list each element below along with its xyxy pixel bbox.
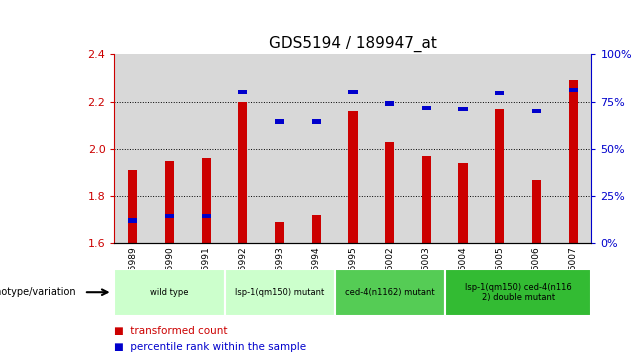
Bar — [335, 269, 445, 316]
Bar — [532, 179, 541, 243]
Bar — [238, 90, 247, 94]
Bar — [312, 119, 321, 123]
Bar — [459, 107, 467, 111]
Bar — [165, 160, 174, 243]
Bar — [275, 119, 284, 123]
Bar — [495, 109, 504, 243]
Bar — [445, 54, 481, 243]
Bar — [225, 54, 261, 243]
Bar — [569, 80, 577, 243]
Bar — [114, 54, 151, 243]
Bar — [275, 222, 284, 243]
Bar — [445, 269, 591, 316]
Bar — [128, 219, 137, 223]
Bar — [312, 215, 321, 243]
Bar — [532, 109, 541, 113]
Bar — [569, 88, 577, 93]
Bar — [114, 269, 225, 316]
Bar — [422, 106, 431, 110]
Bar — [335, 54, 371, 243]
Bar — [202, 214, 211, 218]
Bar — [385, 142, 394, 243]
Title: GDS5194 / 189947_at: GDS5194 / 189947_at — [269, 36, 437, 52]
Bar — [165, 214, 174, 218]
Text: wild type: wild type — [150, 288, 189, 297]
Bar — [238, 102, 247, 243]
Bar — [151, 54, 188, 243]
Bar — [481, 54, 518, 243]
Bar — [349, 90, 357, 94]
Bar — [128, 170, 137, 243]
Bar — [518, 54, 555, 243]
Text: genotype/variation: genotype/variation — [0, 287, 76, 297]
Bar — [298, 54, 335, 243]
Bar — [261, 54, 298, 243]
Text: lsp-1(qm150) mutant: lsp-1(qm150) mutant — [235, 288, 324, 297]
Bar — [408, 54, 445, 243]
Bar — [459, 163, 467, 243]
Bar — [495, 91, 504, 95]
Text: ■  transformed count: ■ transformed count — [114, 326, 228, 336]
Text: ced-4(n1162) mutant: ced-4(n1162) mutant — [345, 288, 434, 297]
Bar — [225, 269, 335, 316]
Bar — [385, 101, 394, 106]
Bar — [202, 158, 211, 243]
Bar — [555, 54, 591, 243]
Bar — [349, 111, 357, 243]
Bar — [422, 156, 431, 243]
Text: lsp-1(qm150) ced-4(n116
2) double mutant: lsp-1(qm150) ced-4(n116 2) double mutant — [465, 282, 572, 302]
Bar — [371, 54, 408, 243]
Text: ■  percentile rank within the sample: ■ percentile rank within the sample — [114, 342, 307, 352]
Bar — [188, 54, 225, 243]
